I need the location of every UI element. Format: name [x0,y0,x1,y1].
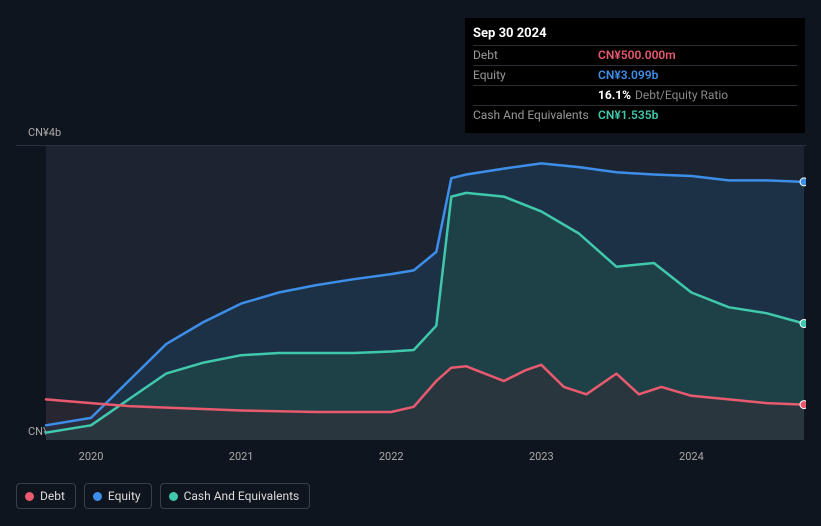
x-axis-tick: 2023 [529,450,554,463]
chart-tooltip: Sep 30 2024 Debt CN¥500.000m Equity CN¥3… [465,18,805,133]
chart-container: Sep 30 2024 Debt CN¥500.000m Equity CN¥3… [0,0,821,526]
legend-label: Debt [40,489,65,503]
legend-debt[interactable]: Debt [16,483,76,509]
chart-legend: Debt Equity Cash And Equivalents [16,483,310,509]
tooltip-value-cash: CN¥1.535b [598,108,797,123]
tooltip-label: Cash And Equivalents [473,108,598,123]
tooltip-date: Sep 30 2024 [473,22,797,45]
x-axis-tick: 2022 [379,450,404,463]
legend-equity[interactable]: Equity [84,483,152,509]
tooltip-label: Equity [473,68,598,83]
tooltip-value-debt: CN¥500.000m [598,48,797,63]
tooltip-value-ratio: 16.1% Debt/Equity Ratio [598,88,797,103]
tooltip-value-equity: CN¥3.099b [598,68,797,83]
legend-label: Cash And Equivalents [184,489,300,503]
chart-svg [16,145,806,440]
ratio-label: Debt/Equity Ratio [635,88,728,102]
tooltip-label-empty [473,88,598,103]
y-axis-tick-max: CN¥4b [28,126,61,139]
legend-swatch-icon [169,492,178,501]
tooltip-row-debt: Debt CN¥500.000m [473,45,797,65]
legend-swatch-icon [93,492,102,501]
chart-plot-area[interactable] [16,145,806,440]
ratio-percent: 16.1% [598,88,631,102]
tooltip-row-equity: Equity CN¥3.099b [473,65,797,85]
legend-cash[interactable]: Cash And Equivalents [160,483,311,509]
x-axis-tick: 2024 [679,450,704,463]
x-axis-tick: 2021 [229,450,254,463]
tooltip-row-ratio: 16.1% Debt/Equity Ratio [473,85,797,105]
x-axis-tick: 2020 [79,450,104,463]
legend-label: Equity [108,489,141,503]
tooltip-label: Debt [473,48,598,63]
legend-swatch-icon [25,492,34,501]
x-axis: 2020 2021 2022 2023 2024 [16,450,806,470]
tooltip-row-cash: Cash And Equivalents CN¥1.535b [473,105,797,125]
